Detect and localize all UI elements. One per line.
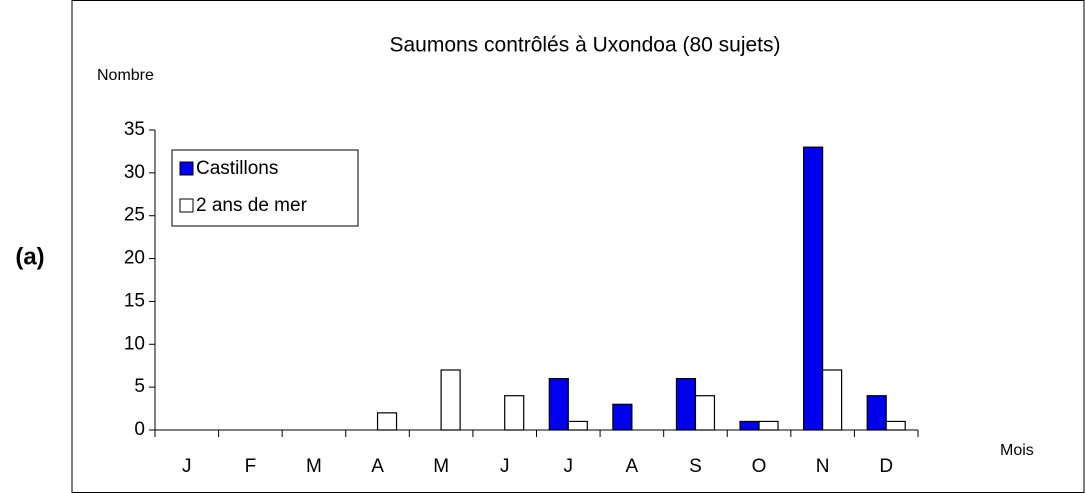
bar bbox=[758, 420, 779, 431]
x-tick-label: D bbox=[879, 456, 893, 477]
y-tick-label: 20 bbox=[124, 248, 145, 269]
bar bbox=[612, 403, 633, 431]
x-tick-label: A bbox=[626, 456, 639, 477]
x-tick-label: S bbox=[689, 456, 702, 477]
x-tick-label: M bbox=[433, 456, 449, 477]
y-tick-label: 25 bbox=[124, 205, 145, 226]
x-tick-label: F bbox=[245, 456, 257, 477]
legend-label: Castillons bbox=[196, 158, 278, 179]
y-tick-label: 15 bbox=[124, 290, 145, 311]
y-tick-label: 10 bbox=[124, 333, 145, 354]
chart-frame bbox=[71, 0, 1085, 493]
y-tick-label: 35 bbox=[124, 119, 145, 140]
x-axis-label: Mois bbox=[1000, 442, 1034, 459]
bar bbox=[504, 395, 525, 431]
x-tick-label: J bbox=[500, 456, 510, 477]
bar bbox=[803, 146, 824, 431]
bar bbox=[866, 395, 887, 431]
bar bbox=[376, 412, 398, 431]
legend-box bbox=[171, 149, 359, 227]
y-tick-label: 0 bbox=[134, 419, 145, 440]
bar bbox=[822, 369, 843, 431]
y-tick-label: 5 bbox=[134, 376, 145, 397]
bar bbox=[567, 420, 588, 431]
legend-swatch bbox=[179, 161, 194, 176]
x-tick-label: M bbox=[306, 456, 322, 477]
x-tick-label: J bbox=[182, 456, 192, 477]
legend-label: 2 ans de mer bbox=[196, 195, 308, 216]
chart-title: Saumons contrôlés à Uxondoa (80 sujets) bbox=[389, 34, 780, 57]
panel-label: (a) bbox=[15, 243, 44, 270]
x-tick-label: O bbox=[752, 456, 767, 477]
y-axis-label: Nombre bbox=[97, 67, 154, 84]
x-tick-label: J bbox=[564, 456, 574, 477]
bar bbox=[739, 420, 760, 431]
bar bbox=[548, 377, 569, 431]
y-tick-label: 30 bbox=[124, 162, 145, 183]
x-tick-label: N bbox=[816, 456, 830, 477]
bar bbox=[885, 420, 906, 431]
x-tick-label: A bbox=[371, 456, 384, 477]
bar bbox=[675, 377, 697, 431]
bar bbox=[440, 369, 461, 431]
bar bbox=[694, 395, 716, 431]
legend-swatch bbox=[179, 198, 194, 213]
